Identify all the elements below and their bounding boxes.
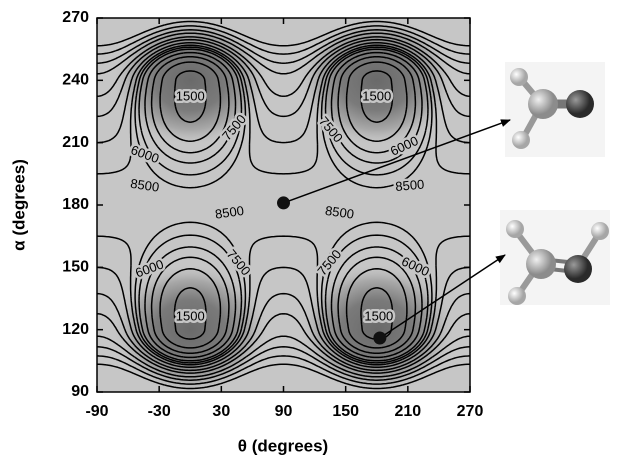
y-axis-label: α (degrees): [9, 159, 28, 251]
y-tick-label: 90: [71, 383, 89, 400]
y-tick-label: 180: [62, 196, 89, 213]
contour-label: 8500: [395, 177, 425, 194]
x-tick-label: 30: [212, 403, 230, 420]
y-tick-label: 210: [62, 134, 89, 151]
contour-label: 1500: [176, 309, 205, 324]
y-tick-label: 240: [62, 72, 89, 89]
y-tick-label: 270: [62, 9, 89, 26]
contour-label: 1500: [364, 309, 393, 324]
contour-label: 1500: [176, 88, 205, 103]
atom-h: [510, 68, 528, 86]
x-tick-label: 270: [457, 403, 484, 420]
molecule-top: [505, 62, 605, 157]
atom-o: [564, 255, 592, 283]
x-tick-label: -30: [148, 403, 171, 420]
x-tick-label: -90: [85, 403, 108, 420]
atom-h: [591, 222, 609, 240]
x-axis-label: θ (degrees): [238, 436, 328, 455]
molecule-bottom: [500, 210, 610, 305]
y-tick-label: 120: [62, 321, 89, 338]
atom-h: [506, 220, 524, 238]
atom-c: [528, 89, 558, 119]
contour-label: 1500: [362, 88, 391, 103]
x-tick-label: 210: [394, 403, 421, 420]
atom-h: [512, 131, 530, 149]
atom-h: [508, 287, 526, 305]
point: [373, 331, 386, 344]
x-tick-label: 150: [332, 403, 359, 420]
atom-c: [526, 249, 556, 279]
y-tick-label: 150: [62, 259, 89, 276]
atom-o: [566, 90, 594, 118]
point: [277, 196, 290, 209]
page: {"chart_data": {"type": "contour", "xlab…: [0, 0, 625, 463]
chart: 1500150015001500600060006000600075007500…: [0, 0, 625, 463]
x-tick-label: 90: [275, 403, 293, 420]
